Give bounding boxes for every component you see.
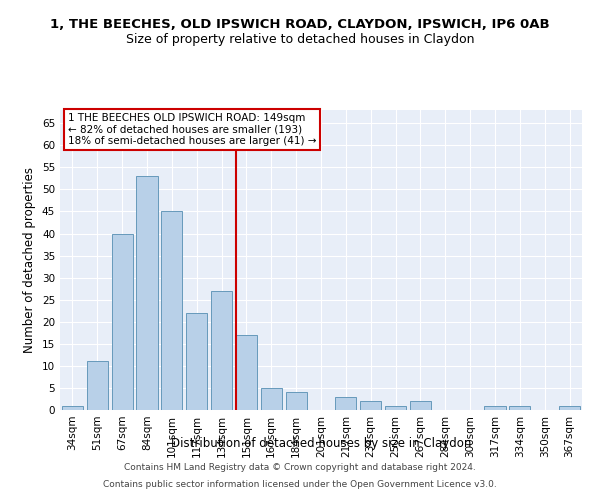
- Text: Contains HM Land Registry data © Crown copyright and database right 2024.: Contains HM Land Registry data © Crown c…: [124, 464, 476, 472]
- Bar: [112, 234, 133, 410]
- Bar: [360, 401, 381, 410]
- Bar: [161, 212, 182, 410]
- Bar: [410, 401, 431, 410]
- Text: Distribution of detached houses by size in Claydon: Distribution of detached houses by size …: [171, 438, 471, 450]
- Bar: [261, 388, 282, 410]
- Bar: [87, 362, 108, 410]
- Bar: [186, 313, 207, 410]
- Bar: [211, 291, 232, 410]
- Bar: [236, 335, 257, 410]
- Bar: [335, 397, 356, 410]
- Y-axis label: Number of detached properties: Number of detached properties: [23, 167, 37, 353]
- Text: Contains public sector information licensed under the Open Government Licence v3: Contains public sector information licen…: [103, 480, 497, 489]
- Bar: [559, 406, 580, 410]
- Text: 1, THE BEECHES, OLD IPSWICH ROAD, CLAYDON, IPSWICH, IP6 0AB: 1, THE BEECHES, OLD IPSWICH ROAD, CLAYDO…: [50, 18, 550, 30]
- Bar: [136, 176, 158, 410]
- Bar: [385, 406, 406, 410]
- Bar: [62, 406, 83, 410]
- Bar: [484, 406, 506, 410]
- Text: Size of property relative to detached houses in Claydon: Size of property relative to detached ho…: [126, 32, 474, 46]
- Bar: [286, 392, 307, 410]
- Bar: [509, 406, 530, 410]
- Text: 1 THE BEECHES OLD IPSWICH ROAD: 149sqm
← 82% of detached houses are smaller (193: 1 THE BEECHES OLD IPSWICH ROAD: 149sqm ←…: [68, 113, 316, 146]
